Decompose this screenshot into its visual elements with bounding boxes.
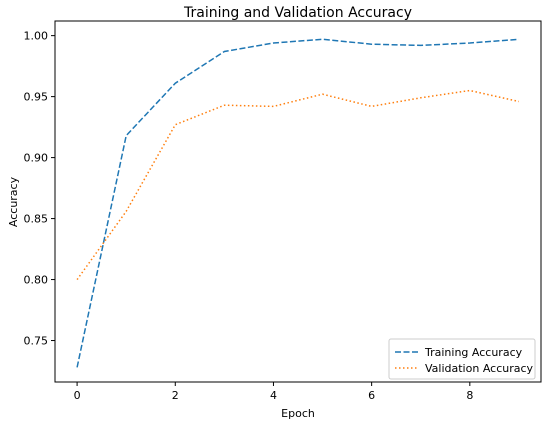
y-tick-label: 1.00 — [24, 30, 49, 43]
x-tick-label: 4 — [270, 389, 277, 402]
chart-title: Training and Validation Accuracy — [183, 5, 412, 21]
y-axis-label: Accuracy — [7, 176, 20, 227]
y-tick-label: 0.95 — [24, 91, 49, 104]
legend-box — [388, 338, 536, 380]
x-tick-label: 8 — [466, 389, 473, 402]
series-line-validation — [76, 89, 520, 281]
x-tick-label: 0 — [74, 389, 81, 402]
x-tick-label: 2 — [172, 389, 179, 402]
y-tick-label: 0.75 — [24, 335, 49, 348]
legend: Training Accuracy Validation Accuracy — [388, 338, 536, 380]
y-tick-label: 0.90 — [24, 152, 49, 165]
plot-frame — [54, 20, 542, 383]
legend-label: Validation Accuracy — [425, 362, 534, 375]
x-tick-label: 6 — [368, 389, 375, 402]
x-axis-label: Epoch — [281, 407, 315, 420]
legend-label: Training Accuracy — [424, 346, 523, 359]
y-tick-label: 0.85 — [24, 213, 49, 226]
y-tick-label: 0.80 — [24, 274, 49, 287]
series-line-training — [76, 38, 519, 368]
